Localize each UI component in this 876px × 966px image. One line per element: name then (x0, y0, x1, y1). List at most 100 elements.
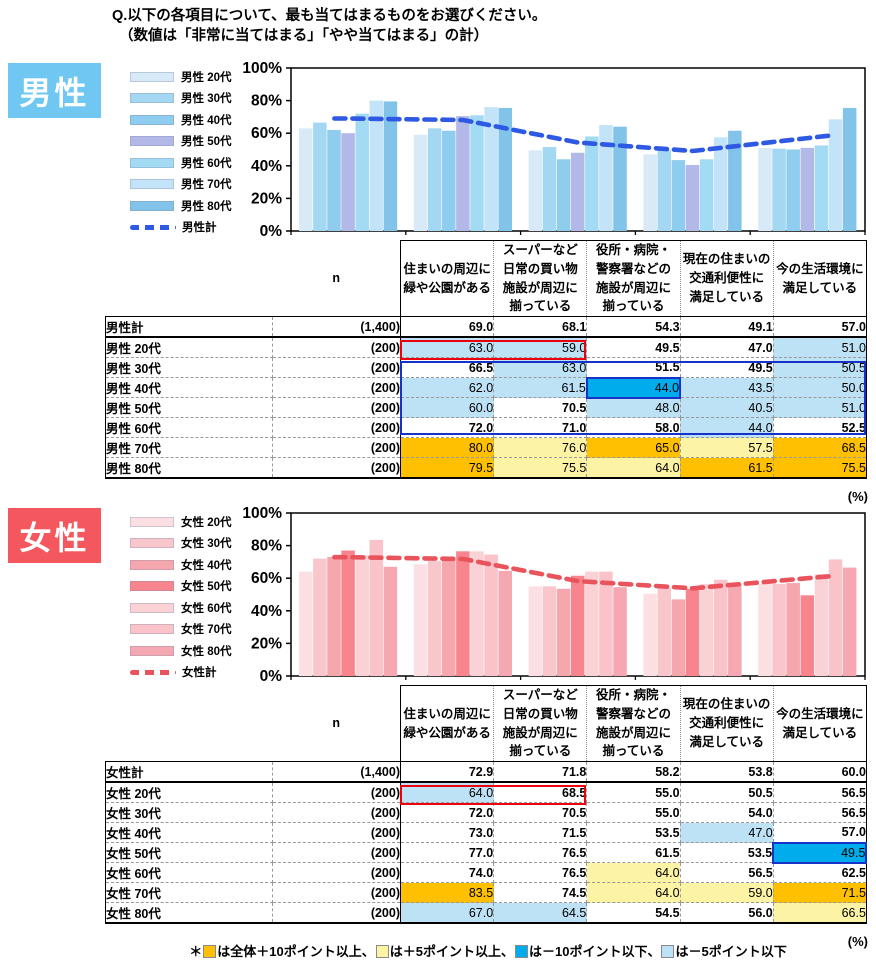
table-cell: 72.0 (400, 417, 495, 438)
column-header: 現在の住まいの 交通利便性に 満足している (679, 240, 774, 317)
svg-text:100%: 100% (242, 60, 282, 77)
table-cell: 73.0 (400, 822, 495, 843)
table-header-row: n 住まいの周辺に 緑や公園がある スーパーなど 日常の買い物 施設が周辺に 揃っている 役所… (106, 240, 867, 317)
bar (313, 558, 327, 676)
row-n-value: (200) (272, 902, 401, 924)
legend-item: 女性 20代 (130, 511, 245, 533)
bar (699, 583, 714, 676)
legend-item: 男性 30代 (130, 88, 245, 110)
bar (542, 147, 557, 231)
table-cell: 56.0 (680, 902, 774, 924)
bar (369, 100, 384, 231)
table-cell: 49.1 (680, 316, 774, 338)
table-cell: 63.0 (493, 357, 588, 378)
table-cell: 60.0 (773, 761, 867, 783)
table-cell: 65.0 (586, 437, 681, 458)
bar (327, 557, 341, 676)
bar (842, 567, 857, 676)
svg-text:40%: 40% (251, 158, 282, 175)
bar (299, 571, 313, 676)
column-header: スーパーなど 日常の買い物 施設が周辺に 揃っている (493, 240, 588, 317)
legend-label: 男性 20代 (181, 71, 232, 84)
table-cell: 66.5 (773, 902, 867, 924)
legend-item: 女性 80代 (130, 640, 245, 662)
table-cell: 61.5 (586, 842, 681, 863)
female-section-badge: 女性 (8, 508, 101, 563)
table-cell: 71.5 (493, 822, 588, 843)
legend-swatch (130, 538, 174, 549)
table-cell: 57.0 (773, 316, 867, 338)
table-row: 男性 80代 (200) 79.5 75.5 64.0 61.5 75.5 (105, 457, 867, 479)
bar (786, 149, 800, 231)
total-dashed-line (332, 554, 832, 591)
table-cell: 53.8 (680, 761, 774, 783)
female-chart-legend: 女性 20代 女性 30代 女性 40代 女性 50代 女性 60代 女性 70代 女性 8… (130, 511, 245, 683)
bar (528, 150, 543, 231)
table-cell: 66.5 (400, 357, 495, 378)
footnote-color-swatch (661, 945, 675, 958)
row-label: 男性 50代 (105, 397, 273, 418)
total-row: 男性計 (1,400) 69.0 68.1 54.3 49.1 57.0 (105, 316, 867, 338)
table-row: 男性 40代 (200) 62.0 61.5 44.0 43.5 50.0 (105, 376, 867, 399)
row-label: 男性 70代 (105, 437, 273, 458)
table-cell: 79.5 (400, 457, 495, 479)
legend-swatch (130, 645, 174, 656)
bar (671, 599, 686, 676)
bar (556, 159, 571, 231)
bar (657, 150, 672, 231)
n-column-header: n (332, 716, 341, 731)
table-cell: 44.0 (585, 376, 682, 399)
legend-swatch (130, 93, 174, 104)
legend-label: 男性 80代 (181, 200, 232, 213)
table-cell: 51.0 (773, 337, 867, 358)
svg-text:80%: 80% (251, 93, 282, 110)
bar (341, 550, 355, 676)
table-row: 男性 50代 (200) 60.0 70.5 48.0 40.5 51.0 (105, 397, 867, 418)
row-label: 男性 80代 (105, 457, 273, 479)
column-header: 現在の住まいの 交通利便性に 満足している (679, 685, 774, 762)
column-header: スーパーなど 日常の買い物 施設が周辺に 揃っている (493, 685, 588, 762)
n-column-header: n (332, 271, 341, 286)
female-bar-chart: 100% 80% 60% 40% 20% 0% (242, 505, 866, 685)
legend-swatch (130, 157, 174, 168)
legend-label: 男性 70代 (181, 179, 232, 192)
legend-item: 男性 80代 (130, 195, 245, 217)
svg-text:0%: 0% (260, 668, 283, 685)
table-cell: 56.5 (773, 782, 867, 803)
table-cell: 50.5 (773, 357, 867, 378)
legend-item-total: 女性計 (130, 662, 245, 684)
male-data-table-wrap: n 住まいの周辺に 緑や公園がある スーパーなど 日常の買い物 施設が周辺に 揃っている 役所… (105, 240, 867, 479)
row-label: 女性 70代 (105, 882, 273, 903)
footnote-text: は＋5ポイント以上、 (389, 944, 514, 959)
table-cell: 54.0 (680, 802, 774, 823)
bar (585, 571, 599, 676)
table-cell: 47.0 (680, 337, 774, 358)
table-row: 男性 30代 (200) 66.5 63.0 51.5 49.5 50.5 (105, 357, 867, 378)
legend-item: 女性 50代 (130, 576, 245, 598)
bar (828, 559, 843, 676)
legend-item: 男性 40代 (130, 109, 245, 131)
footnote-color-swatch (203, 945, 217, 958)
bar (498, 570, 512, 676)
table-cell: 56.5 (773, 802, 867, 823)
bar (570, 575, 585, 676)
footnote-prefix: ＊ (189, 944, 203, 959)
row-n-value: (1,400) (272, 316, 401, 338)
column-header: 今の生活環境に 満足している (772, 685, 867, 762)
legend-item: 男性 70代 (130, 174, 245, 196)
table-row: 女性 30代 (200) 72.0 70.5 55.0 54.0 56.5 (105, 802, 867, 823)
table-row: 女性 70代 (200) 83.5 74.5 64.0 59.0 71.5 (105, 882, 867, 903)
table-cell: 71.0 (493, 417, 588, 438)
svg-text:60%: 60% (251, 125, 282, 142)
bar (613, 126, 627, 231)
row-label: 女性 60代 (105, 862, 273, 883)
bar (685, 164, 700, 231)
bar (599, 125, 613, 231)
legend-swatch (130, 581, 174, 592)
table-cell: 76.5 (493, 862, 588, 883)
table-cell: 57.0 (773, 822, 867, 843)
svg-text:0%: 0% (260, 223, 283, 240)
row-n-value: (200) (272, 357, 401, 378)
bar (772, 148, 786, 231)
